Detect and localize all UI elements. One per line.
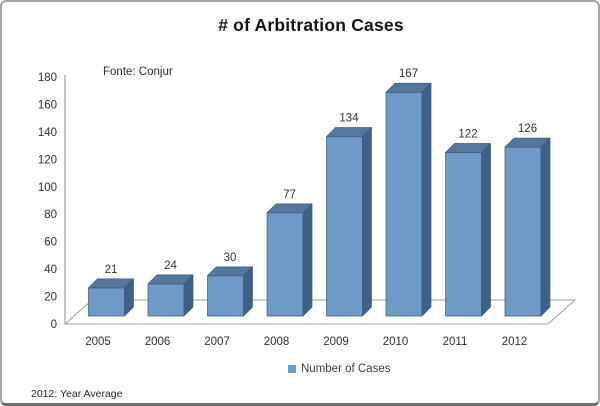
bar-value-2007: 30: [224, 252, 237, 264]
bar-value-2010: 167: [399, 68, 418, 80]
y-tick-20: 20: [44, 292, 57, 304]
bar-2008-side: [302, 203, 313, 317]
bar-2006-side: [183, 274, 194, 317]
source-annotation: Fonte: Conjur: [103, 66, 173, 78]
legend-label: Number of Cases: [301, 363, 391, 375]
bar-2012-front: [504, 146, 542, 317]
x-tick-2012: 2012: [502, 336, 528, 348]
y-tick-160: 160: [38, 99, 57, 111]
y-tick-0: 0: [51, 319, 57, 331]
x-tick-2008: 2008: [264, 336, 290, 348]
bar-value-2011: 122: [458, 129, 477, 141]
bar-value-2006: 24: [164, 260, 177, 272]
bar-2008-front: [266, 212, 304, 317]
y-tick-100: 100: [38, 182, 57, 194]
chart-title: # of Arbitration Cases: [218, 15, 404, 35]
bar-2009-front: [326, 136, 363, 317]
bar-2012-side: [540, 137, 551, 317]
bar-2011-side: [481, 143, 491, 317]
x-tick-2007: 2007: [204, 336, 230, 348]
bar-2007-front: [207, 275, 244, 317]
legend: Number of Cases: [288, 363, 390, 375]
y-tick-120: 120: [38, 154, 57, 166]
bar-2007-side: [243, 266, 253, 317]
bar-value-2012: 126: [518, 123, 537, 135]
x-tick-2010: 2010: [383, 336, 409, 348]
y-tick-140: 140: [38, 127, 57, 139]
bar-2006-front: [147, 283, 185, 317]
bar-2005-front: [88, 287, 125, 317]
y-tick-180: 180: [38, 72, 57, 84]
bar-value-2005: 21: [105, 264, 118, 276]
y-tick-40: 40: [44, 264, 57, 276]
bar-2010-front: [385, 91, 423, 317]
x-tick-2009: 2009: [323, 336, 349, 348]
floor-plane: [63, 299, 577, 325]
x-tick-2005: 2005: [85, 336, 111, 348]
y-tick-60: 60: [44, 237, 57, 249]
legend-swatch: [288, 365, 296, 373]
bar-2009-side: [362, 127, 372, 317]
bar-value-2008: 77: [283, 189, 296, 201]
y-tick-80: 80: [44, 209, 57, 221]
bar-2011-front: [445, 152, 482, 317]
x-tick-2006: 2006: [145, 336, 171, 348]
x-tick-2011: 2011: [443, 336, 468, 348]
bar-value-2009: 134: [339, 112, 359, 124]
bar-2005-side: [124, 278, 134, 317]
bar-2010-side: [421, 82, 432, 317]
footnote: 2012: Year Average: [31, 388, 123, 400]
